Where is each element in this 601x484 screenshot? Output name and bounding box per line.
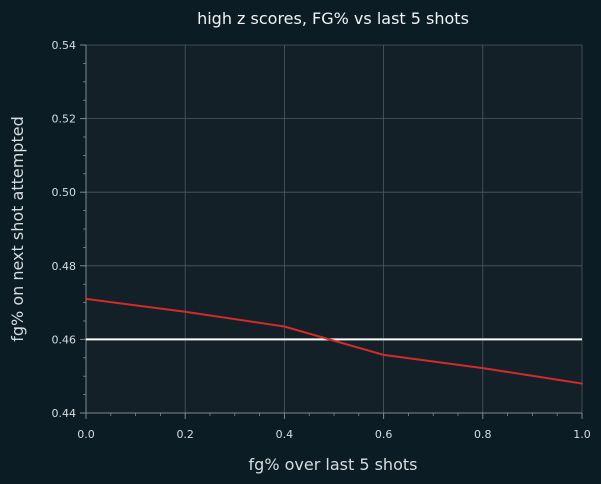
tick-labels: 0.0 0.2 0.4 0.6 0.8 1.0 0.44 0.46 0.48 0.50 0.52 0.… bbox=[52, 39, 591, 441]
y-tick-label: 0.52 bbox=[52, 113, 77, 126]
axes bbox=[80, 44, 583, 419]
y-tick-label: 0.54 bbox=[52, 39, 77, 52]
plot-area bbox=[86, 45, 582, 413]
x-tick-label: 0.4 bbox=[276, 428, 294, 441]
chart-title: high z scores, FG% vs last 5 shots bbox=[197, 9, 469, 28]
x-tick-label: 0.6 bbox=[375, 428, 393, 441]
y-axis-title: fg% on next shot attempted bbox=[8, 116, 27, 341]
y-tick-label: 0.48 bbox=[52, 260, 77, 273]
x-tick-label: 0.2 bbox=[176, 428, 194, 441]
x-tick-label: 0.0 bbox=[77, 428, 95, 441]
y-tick-label: 0.44 bbox=[52, 407, 77, 420]
x-tick-label: 0.8 bbox=[474, 428, 492, 441]
x-axis-title: fg% over last 5 shots bbox=[249, 455, 418, 474]
series-line bbox=[85, 297, 583, 385]
y-tick-label: 0.46 bbox=[52, 333, 77, 346]
series-layer bbox=[85, 297, 583, 385]
y-tick-label: 0.50 bbox=[52, 186, 77, 199]
x-tick-label: 1.0 bbox=[573, 428, 591, 441]
